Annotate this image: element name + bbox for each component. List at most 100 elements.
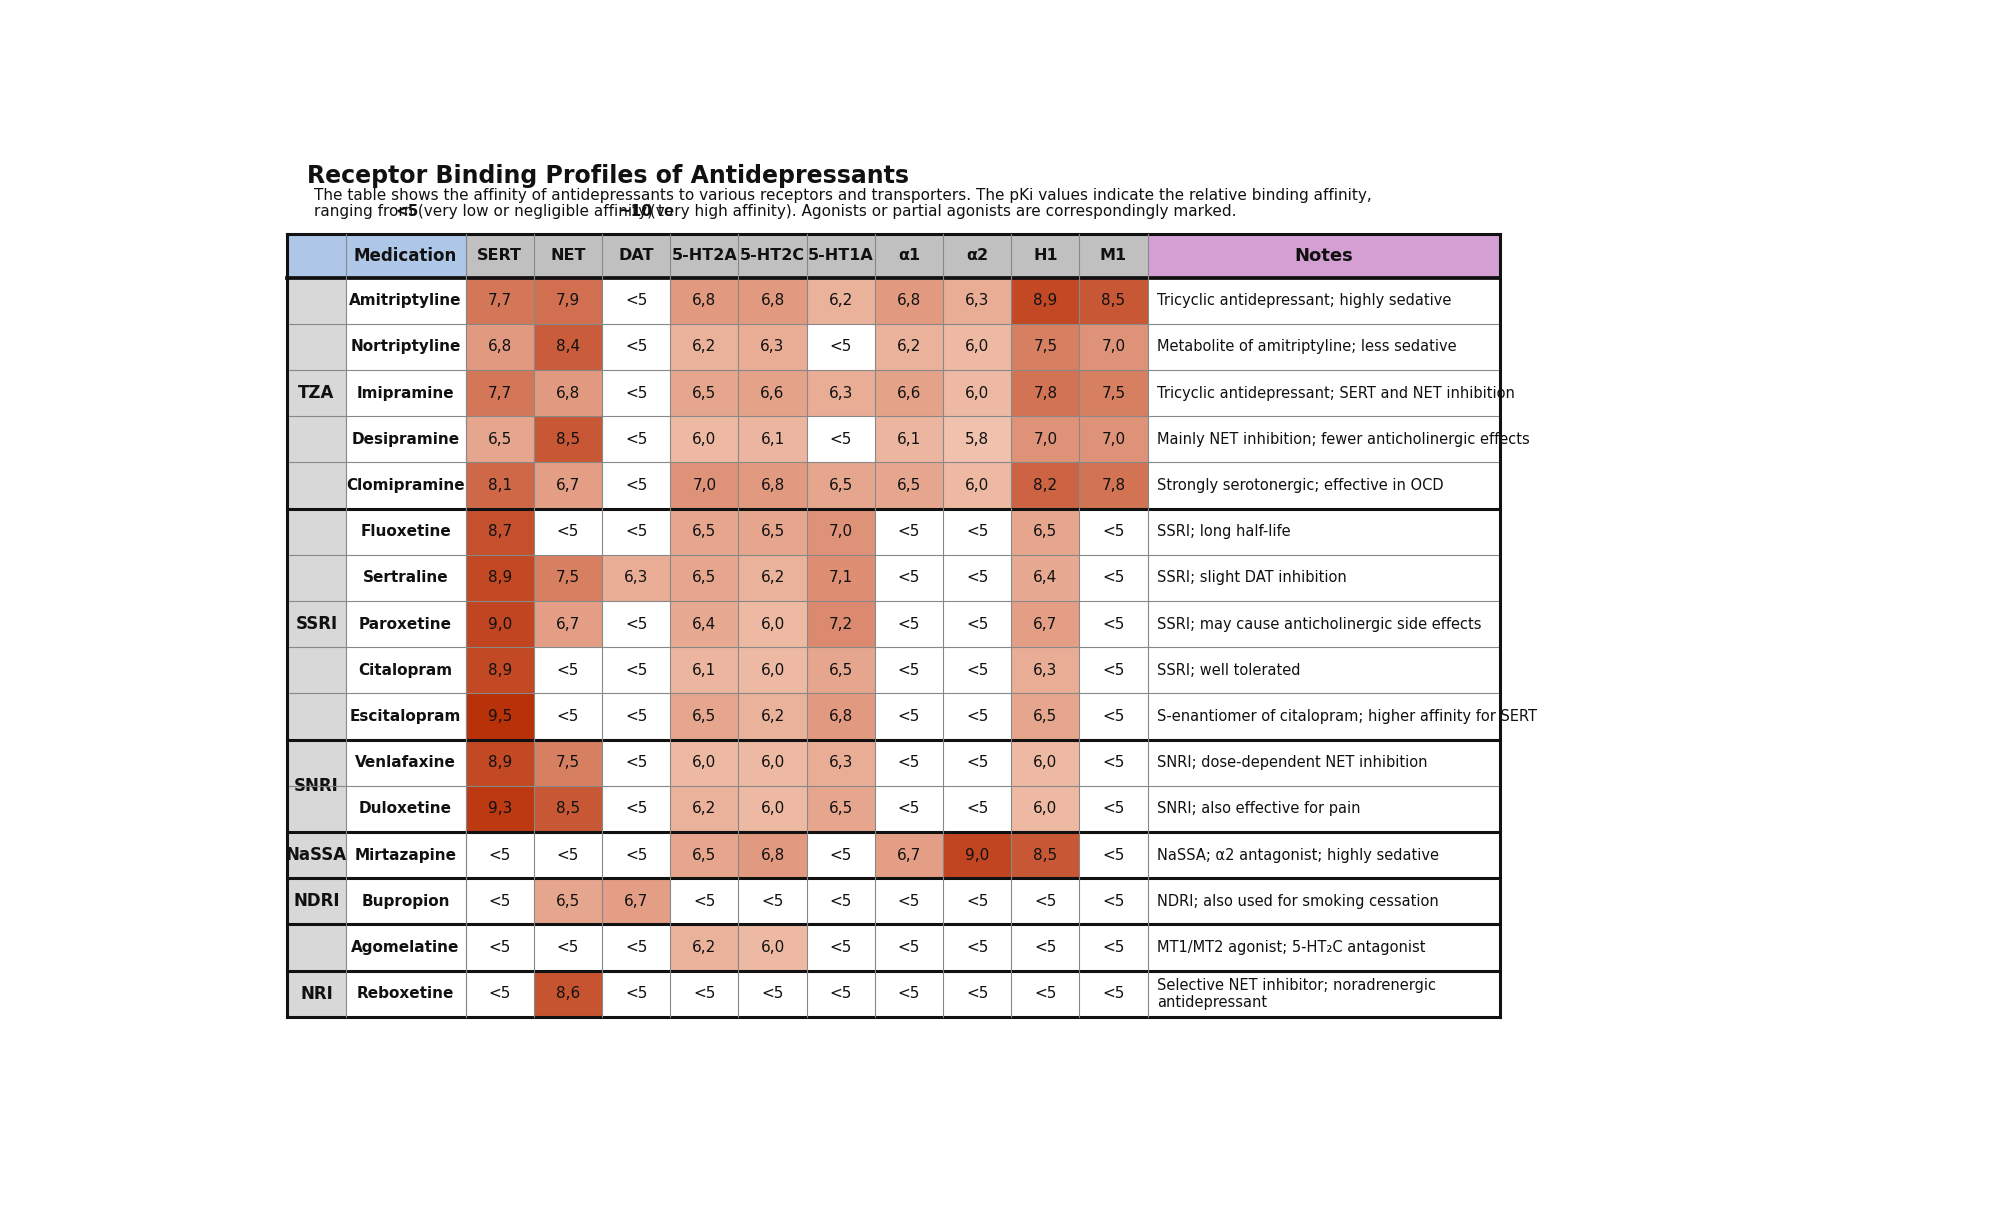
Bar (875, 462, 943, 508)
Text: <5: <5 (1102, 663, 1124, 678)
Text: 6,2: 6,2 (897, 340, 921, 355)
Bar (738, 370, 808, 416)
Bar (1080, 924, 1148, 970)
Text: 6,3: 6,3 (829, 386, 853, 401)
Text: 6,0: 6,0 (760, 801, 784, 817)
Bar (1080, 878, 1148, 924)
Bar (738, 462, 808, 508)
Bar (533, 647, 603, 693)
Bar (943, 924, 1010, 970)
Bar (670, 970, 738, 1016)
Bar (943, 370, 1010, 416)
Bar (808, 832, 875, 878)
Bar (1148, 832, 1500, 878)
Text: <5: <5 (829, 340, 851, 355)
Text: Nortriptyline: Nortriptyline (350, 340, 461, 355)
Text: <5: <5 (625, 386, 646, 401)
Bar (603, 324, 670, 370)
Bar (1080, 324, 1148, 370)
Bar (670, 647, 738, 693)
Text: Venlafaxine: Venlafaxine (356, 755, 455, 771)
Text: 6,6: 6,6 (897, 386, 921, 401)
Bar (1148, 277, 1500, 324)
Bar (738, 693, 808, 739)
Bar (1080, 693, 1148, 739)
Text: ~10: ~10 (619, 204, 652, 219)
Text: 6,5: 6,5 (555, 894, 581, 909)
Text: NaSSA: NaSSA (286, 846, 346, 864)
Bar (738, 324, 808, 370)
Text: <5: <5 (625, 432, 646, 446)
Text: 6,7: 6,7 (555, 478, 581, 492)
Bar (286, 970, 346, 1016)
Bar (465, 324, 533, 370)
Text: 6,3: 6,3 (760, 340, 786, 355)
Bar (533, 416, 603, 462)
Bar (670, 832, 738, 878)
Text: <5: <5 (396, 204, 418, 219)
Bar (875, 647, 943, 693)
Text: 8,1: 8,1 (487, 478, 511, 492)
Text: NDRI: NDRI (292, 892, 340, 910)
Text: <5: <5 (625, 478, 646, 492)
Bar (465, 277, 533, 324)
Bar (808, 555, 875, 601)
Text: 7,7: 7,7 (487, 386, 511, 401)
Bar (670, 785, 738, 832)
Text: 6,7: 6,7 (625, 894, 648, 909)
Text: <5: <5 (1102, 894, 1124, 909)
Bar (286, 878, 465, 924)
Text: 6,8: 6,8 (692, 293, 716, 309)
Bar (738, 970, 808, 1016)
Bar (875, 324, 943, 370)
Bar (738, 878, 808, 924)
Bar (808, 601, 875, 647)
Text: 6,2: 6,2 (829, 293, 853, 309)
Text: <5: <5 (625, 709, 646, 724)
Text: <5: <5 (625, 940, 646, 955)
Bar (286, 785, 465, 832)
Bar (943, 277, 1010, 324)
Text: Paroxetine: Paroxetine (360, 617, 452, 632)
Text: 7,8: 7,8 (1032, 386, 1058, 401)
Bar (533, 785, 603, 832)
Text: 7,0: 7,0 (1102, 340, 1126, 355)
Text: <5: <5 (1102, 617, 1124, 632)
Bar (670, 739, 738, 785)
Bar (1010, 234, 1080, 277)
Text: Tricyclic antidepressant; highly sedative: Tricyclic antidepressant; highly sedativ… (1158, 293, 1452, 309)
Text: 5-HT2C: 5-HT2C (740, 248, 806, 264)
Text: 6,1: 6,1 (760, 432, 784, 446)
Text: 8,4: 8,4 (555, 340, 581, 355)
Bar (670, 601, 738, 647)
Bar (465, 693, 533, 739)
Bar (943, 970, 1010, 1016)
Text: <5: <5 (897, 570, 921, 586)
Text: 6,7: 6,7 (555, 617, 581, 632)
Text: <5: <5 (967, 617, 989, 632)
Text: <5: <5 (1034, 894, 1056, 909)
Text: <5: <5 (1102, 848, 1124, 863)
Text: 6,5: 6,5 (692, 570, 716, 586)
Bar (465, 508, 533, 555)
Text: 6,3: 6,3 (829, 755, 853, 771)
Text: <5: <5 (897, 617, 921, 632)
Text: 8,6: 8,6 (555, 986, 581, 1001)
Bar (1010, 924, 1080, 970)
Text: Medication: Medication (354, 247, 457, 265)
Bar (943, 601, 1010, 647)
Bar (738, 601, 808, 647)
Bar (533, 555, 603, 601)
Bar (1148, 324, 1500, 370)
Text: <5: <5 (1102, 940, 1124, 955)
Bar (943, 555, 1010, 601)
Bar (808, 416, 875, 462)
Text: 6,1: 6,1 (897, 432, 921, 446)
Bar (1148, 924, 1500, 970)
Text: <5: <5 (692, 894, 716, 909)
Bar (875, 924, 943, 970)
Bar (1010, 647, 1080, 693)
Bar (738, 647, 808, 693)
Text: <5: <5 (897, 755, 921, 771)
Text: 6,4: 6,4 (1032, 570, 1058, 586)
